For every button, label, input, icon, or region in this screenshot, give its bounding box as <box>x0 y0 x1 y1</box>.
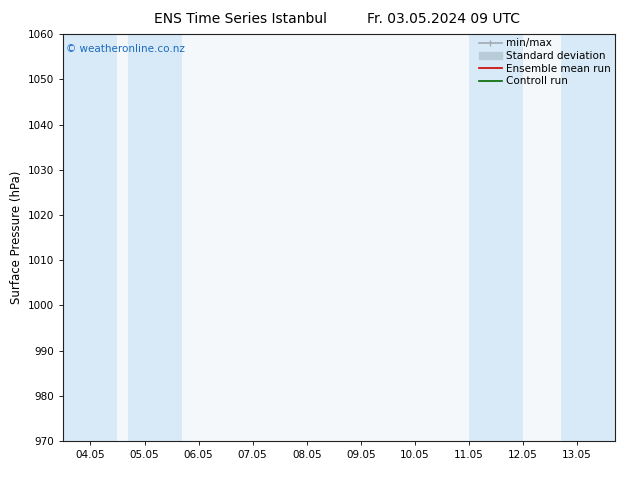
Text: ENS Time Series Istanbul: ENS Time Series Istanbul <box>155 12 327 26</box>
Text: © weatheronline.co.nz: © weatheronline.co.nz <box>66 45 185 54</box>
Y-axis label: Surface Pressure (hPa): Surface Pressure (hPa) <box>10 171 23 304</box>
Legend: min/max, Standard deviation, Ensemble mean run, Controll run: min/max, Standard deviation, Ensemble me… <box>477 36 613 88</box>
Text: Fr. 03.05.2024 09 UTC: Fr. 03.05.2024 09 UTC <box>367 12 521 26</box>
Bar <box>128 34 183 441</box>
Bar <box>561 34 615 441</box>
Bar <box>63 34 117 441</box>
Bar <box>469 34 523 441</box>
